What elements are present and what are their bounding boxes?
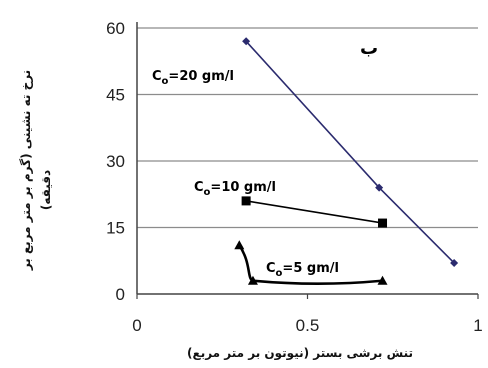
series-line-1	[245, 40, 455, 264]
series-label-sub-2: o	[204, 187, 211, 198]
data-point-s3-3	[377, 275, 388, 285]
series-3	[234, 240, 388, 285]
y-axis-title-line-1: نرخ ته نشینی (گرم بر متر مربع بر	[19, 70, 34, 271]
x-tick-label-1: 0.5	[296, 316, 320, 335]
series-label-3: Co=5 gm/l	[266, 261, 339, 279]
series-label-1: Co=20 gm/l	[152, 69, 234, 87]
series-line-2	[245, 200, 383, 224]
data-point-s3-1	[234, 240, 245, 250]
y-tick-label-30: 30	[106, 152, 125, 171]
x-tick-label-2: 1	[473, 316, 482, 335]
data-point-s2-2	[378, 218, 388, 228]
axes: 0 15 30 45 60 0 0.5 1	[106, 19, 483, 335]
series-label-2: Co=10 gm/l	[194, 180, 276, 198]
data-point-s1-3	[450, 258, 459, 267]
series-label-rest-2: =10 gm/l	[210, 180, 276, 195]
data-point-s3-2	[247, 275, 258, 285]
x-tick-label-0: 0	[132, 316, 141, 335]
series-line-3	[238, 244, 383, 285]
series-label-main-3: C	[266, 261, 276, 276]
grid-lines	[137, 27, 478, 229]
x-axis-title: تنش برشی بستر (نیوتون بر متر مربع)	[187, 346, 413, 361]
y-axis-title: نرخ ته نشینی (گرم بر متر مربع بر دقیقه)	[19, 70, 53, 271]
series-labels: Co=20 gm/lCo=10 gm/lCo=5 gm/l	[152, 69, 339, 279]
series-label-rest-3: =5 gm/l	[282, 261, 339, 276]
y-axis-title-line-2: دقیقه)	[39, 170, 53, 210]
series-2	[241, 196, 388, 228]
data-point-s1-2	[375, 183, 384, 192]
series-label-rest-1: =20 gm/l	[168, 69, 234, 84]
series-label-main-1: C	[152, 69, 162, 84]
y-tick-label-45: 45	[106, 86, 125, 105]
y-tick-label-60: 60	[106, 19, 125, 38]
series-label-main-2: C	[194, 180, 204, 195]
series-1	[242, 37, 459, 267]
y-tick-label-0: 0	[116, 285, 125, 304]
data-point-s2-1	[241, 196, 251, 206]
y-tick-label-15: 15	[106, 219, 125, 238]
series-label-sub-3: o	[276, 268, 283, 279]
panel-letter: ب	[360, 38, 378, 59]
data-point-s1-1	[242, 37, 251, 46]
series-label-sub-1: o	[162, 76, 169, 87]
series-lines	[234, 37, 459, 285]
